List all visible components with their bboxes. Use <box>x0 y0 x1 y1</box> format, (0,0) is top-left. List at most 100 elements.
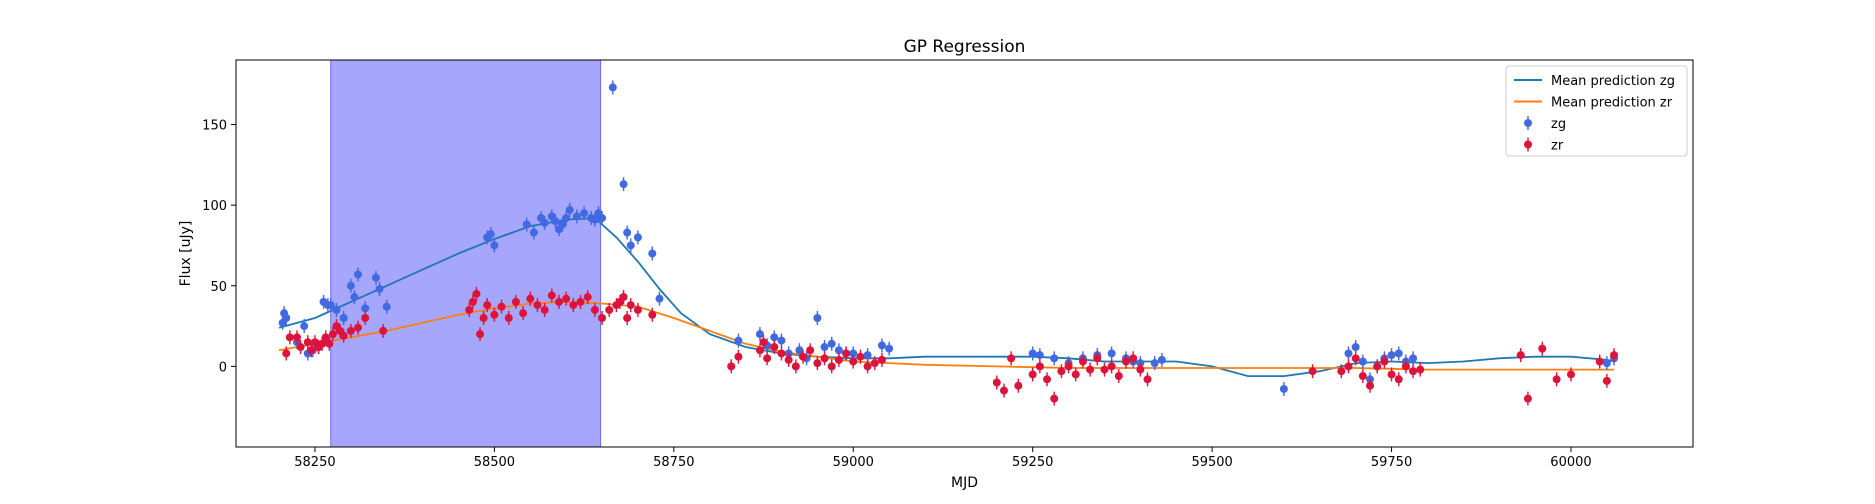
data-point-0-32 <box>565 205 574 214</box>
data-point-0-78 <box>1358 357 1367 366</box>
data-point-0-22 <box>490 241 499 250</box>
data-point-0-52 <box>795 346 804 355</box>
data-point-1-78 <box>1057 367 1066 376</box>
data-point-1-38 <box>583 293 592 302</box>
data-point-0-42 <box>626 241 635 250</box>
data-point-0-75 <box>1279 384 1288 393</box>
data-point-1-63 <box>834 355 843 364</box>
data-point-1-22 <box>476 330 485 339</box>
data-point-1-108 <box>1566 370 1575 379</box>
data-point-1-52 <box>759 338 768 347</box>
data-point-0-38 <box>598 214 607 223</box>
x-tick-label-1: 58500 <box>474 455 515 470</box>
data-point-1-17 <box>361 314 370 322</box>
data-point-1-111 <box>1610 351 1619 360</box>
legend-label-1: Mean prediction zr <box>1551 96 1673 111</box>
data-point-1-99 <box>1387 370 1396 379</box>
data-point-1-33 <box>547 291 556 300</box>
data-point-1-54 <box>770 343 779 352</box>
data-point-1-9 <box>321 333 330 342</box>
data-point-1-93 <box>1344 362 1353 371</box>
data-point-1-73 <box>1014 381 1023 390</box>
data-point-1-26 <box>497 302 506 311</box>
shaded-interval <box>330 59 602 448</box>
data-point-0-10 <box>326 301 335 310</box>
data-point-1-102 <box>1409 367 1418 376</box>
x-axis-label: MJD <box>951 475 978 491</box>
data-point-1-49 <box>727 362 736 371</box>
data-point-1-75 <box>1035 362 1044 371</box>
data-point-1-50 <box>734 352 743 361</box>
y-tick-label-2: 100 <box>202 199 227 214</box>
data-point-1-37 <box>576 297 585 306</box>
data-point-0-77 <box>1351 343 1360 352</box>
x-tick-label-6: 59750 <box>1371 455 1412 470</box>
data-point-1-106 <box>1538 344 1547 353</box>
data-point-1-32 <box>540 305 549 314</box>
data-point-1-8 <box>318 339 327 348</box>
data-point-1-85 <box>1107 362 1116 371</box>
data-point-0-57 <box>834 346 843 355</box>
y-tick-label-3: 150 <box>202 119 227 134</box>
data-point-0-34 <box>580 209 589 218</box>
data-point-0-74 <box>1157 355 1166 364</box>
data-point-0-16 <box>361 304 370 313</box>
data-point-0-43 <box>633 233 642 242</box>
data-point-0-11 <box>332 305 341 314</box>
data-point-0-44 <box>648 249 657 258</box>
data-point-1-91 <box>1308 367 1317 376</box>
data-point-1-76 <box>1043 375 1052 384</box>
data-point-1-25 <box>490 310 499 319</box>
x-tick-label-0: 58250 <box>294 455 335 470</box>
data-point-0-26 <box>540 218 549 227</box>
data-point-1-105 <box>1523 394 1532 403</box>
legend-label-3: zr <box>1551 139 1564 154</box>
data-point-1-66 <box>856 352 865 361</box>
data-point-1-46 <box>626 301 635 310</box>
data-point-1-40 <box>598 314 607 322</box>
data-point-1-104 <box>1516 351 1525 360</box>
data-point-1-94 <box>1351 354 1360 363</box>
data-point-1-2 <box>293 333 302 342</box>
data-point-0-59 <box>849 349 858 358</box>
data-point-0-54 <box>813 314 822 322</box>
data-point-1-68 <box>870 359 879 368</box>
data-point-1-58 <box>799 352 808 361</box>
data-point-0-13 <box>346 281 355 290</box>
data-point-0-83 <box>1394 349 1403 358</box>
axis-ticks: 58250 58500 58750 59000 59250 59500 59750 60000… <box>202 119 1591 471</box>
data-point-0-65 <box>1050 354 1059 363</box>
data-point-1-34 <box>554 297 563 306</box>
data-point-0-12 <box>339 314 348 322</box>
y-tick-label-0: 0 <box>219 360 227 375</box>
data-point-0-40 <box>619 180 628 189</box>
data-point-1-23 <box>479 314 488 322</box>
data-point-0-82 <box>1387 351 1396 360</box>
legend: Mean prediction zg Mean prediction zr zg zr <box>1505 65 1688 157</box>
data-point-0-18 <box>375 284 384 293</box>
data-point-0-30 <box>558 220 567 229</box>
data-point-1-16 <box>354 323 363 332</box>
data-point-0-60 <box>863 351 872 360</box>
data-point-1-36 <box>569 301 578 310</box>
data-point-1-27 <box>504 314 513 322</box>
data-point-0-61 <box>877 341 886 350</box>
data-point-1-69 <box>877 355 886 364</box>
data-point-1-31 <box>533 301 542 310</box>
data-point-0-23 <box>522 220 531 229</box>
data-point-1-39 <box>590 305 599 314</box>
data-point-1-11 <box>328 330 337 339</box>
data-point-1-70 <box>992 378 1001 387</box>
data-point-1-0 <box>282 349 291 358</box>
data-point-0-4 <box>300 322 309 331</box>
data-point-1-55 <box>777 349 786 358</box>
data-point-1-103 <box>1416 365 1425 374</box>
data-point-1-35 <box>562 294 571 303</box>
data-point-1-72 <box>1007 354 1016 363</box>
legend-box <box>1505 65 1688 157</box>
data-point-1-48 <box>648 310 657 319</box>
data-point-1-88 <box>1129 354 1138 363</box>
data-point-1-21 <box>472 289 481 298</box>
